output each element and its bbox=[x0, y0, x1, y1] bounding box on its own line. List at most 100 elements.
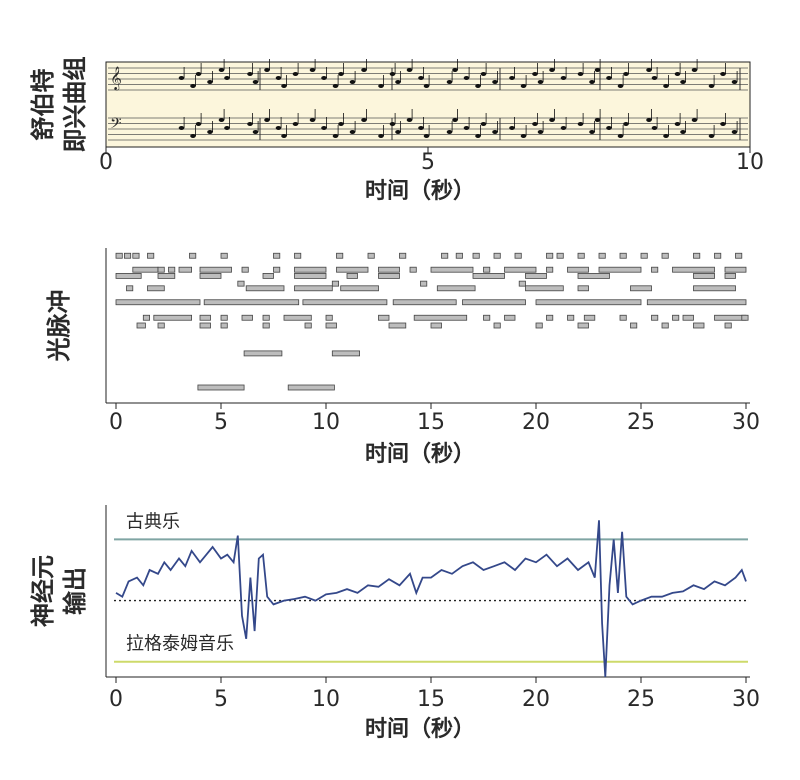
note bbox=[309, 118, 316, 122]
note-pulse bbox=[735, 252, 743, 259]
reference-label: 古典乐 bbox=[126, 511, 180, 532]
note bbox=[720, 122, 726, 126]
note-pulse bbox=[331, 280, 339, 287]
note bbox=[549, 68, 555, 72]
note-pulse bbox=[693, 322, 705, 329]
note-pulse bbox=[583, 314, 596, 321]
note bbox=[395, 130, 401, 134]
note-pulse bbox=[237, 280, 245, 287]
note-pulse bbox=[577, 322, 589, 329]
note-pulse bbox=[199, 272, 222, 279]
note bbox=[623, 122, 629, 126]
note bbox=[281, 84, 287, 88]
note bbox=[309, 68, 316, 72]
note bbox=[537, 80, 544, 84]
x-tick-label: 25 bbox=[627, 687, 655, 712]
note-pulse bbox=[472, 272, 505, 279]
note-pulse bbox=[661, 322, 669, 329]
note-pulse bbox=[126, 285, 134, 292]
note bbox=[674, 122, 681, 126]
note bbox=[492, 80, 498, 84]
note bbox=[674, 72, 681, 76]
note bbox=[577, 122, 584, 126]
note bbox=[292, 72, 299, 76]
note-pulse bbox=[693, 272, 715, 279]
x-axis-label: 时间（秒） bbox=[365, 442, 475, 467]
note bbox=[480, 72, 487, 76]
note bbox=[532, 72, 538, 76]
note bbox=[178, 126, 185, 130]
note-pulse bbox=[294, 285, 333, 292]
note-pulse bbox=[619, 314, 627, 321]
note bbox=[691, 118, 698, 122]
note bbox=[321, 76, 327, 80]
note-pulse bbox=[220, 322, 228, 329]
note bbox=[247, 122, 253, 126]
note bbox=[520, 84, 527, 88]
note-pulse bbox=[546, 314, 554, 321]
note bbox=[617, 84, 624, 88]
note-pulse bbox=[518, 280, 526, 287]
note-pulse bbox=[630, 285, 652, 292]
note bbox=[646, 68, 652, 72]
note-pulse bbox=[493, 322, 501, 329]
note-pulse bbox=[132, 252, 140, 259]
note bbox=[218, 68, 225, 72]
note bbox=[617, 134, 624, 138]
note bbox=[731, 80, 738, 84]
note bbox=[708, 84, 715, 88]
note bbox=[338, 122, 344, 126]
note-pulse bbox=[388, 322, 407, 329]
note-pulse bbox=[525, 285, 564, 292]
note bbox=[475, 84, 481, 88]
note-pulse bbox=[168, 266, 176, 273]
note bbox=[349, 80, 356, 84]
note-pulse bbox=[525, 272, 547, 279]
note-pulse bbox=[331, 350, 360, 357]
x-tick-label: 5 bbox=[421, 150, 435, 175]
note bbox=[252, 130, 259, 134]
note-pulse bbox=[504, 314, 516, 321]
x-tick-label: 10 bbox=[312, 410, 340, 435]
note-pulse bbox=[142, 314, 151, 321]
note bbox=[520, 134, 527, 138]
note bbox=[389, 122, 396, 126]
note-pulse bbox=[409, 266, 417, 273]
x-tick-label: 15 bbox=[417, 410, 445, 435]
note bbox=[207, 80, 213, 84]
note-pulse bbox=[115, 252, 123, 259]
note bbox=[646, 118, 652, 122]
note-pulse bbox=[436, 285, 476, 292]
note-pulse bbox=[619, 252, 627, 259]
y-axis-label: 光脉冲 bbox=[45, 290, 73, 363]
x-axis-label: 时间（秒） bbox=[365, 717, 475, 742]
x-tick-label: 15 bbox=[417, 687, 445, 712]
note bbox=[680, 130, 686, 134]
note bbox=[594, 118, 601, 122]
note bbox=[406, 68, 413, 72]
note-pulse bbox=[241, 314, 253, 321]
note bbox=[452, 68, 458, 72]
note-pulse bbox=[693, 285, 736, 292]
output-line bbox=[115, 520, 747, 678]
note bbox=[275, 126, 282, 130]
note bbox=[663, 84, 669, 88]
note bbox=[252, 80, 259, 84]
note bbox=[577, 72, 584, 76]
note bbox=[264, 68, 270, 72]
note-pulse bbox=[178, 266, 193, 273]
note-pulse bbox=[646, 299, 747, 306]
note-pulse bbox=[672, 314, 680, 321]
note bbox=[594, 68, 601, 72]
note-pulse bbox=[147, 285, 165, 292]
note-pulse bbox=[546, 266, 554, 273]
note bbox=[378, 134, 384, 138]
note-pulse bbox=[378, 266, 400, 273]
note-pulse bbox=[197, 384, 245, 391]
note bbox=[195, 122, 202, 126]
note-pulse bbox=[283, 314, 312, 321]
note bbox=[446, 80, 453, 84]
note bbox=[275, 76, 282, 80]
note-pulse bbox=[245, 285, 285, 292]
